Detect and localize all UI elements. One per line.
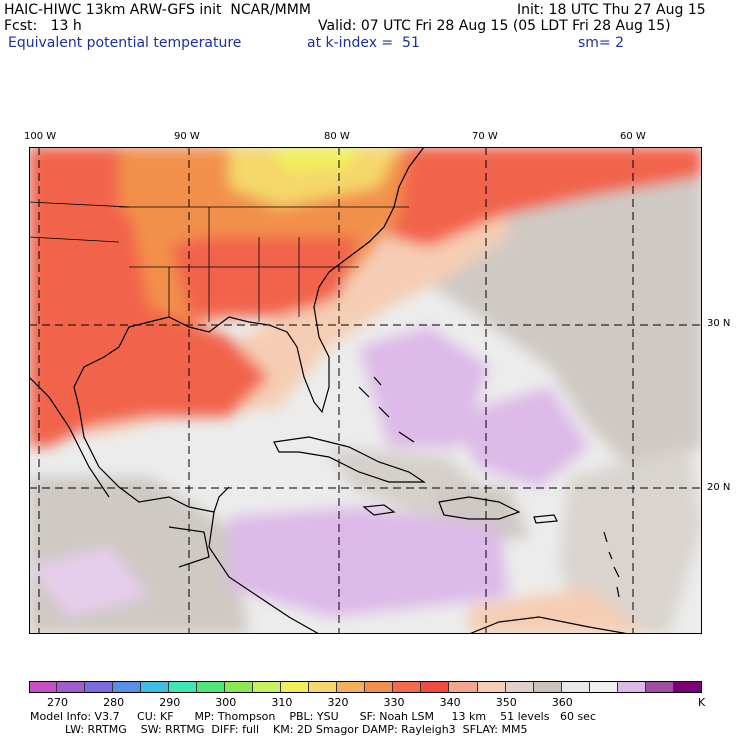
colorbar-swatch	[477, 681, 506, 693]
colorbar	[29, 681, 702, 693]
forecast-hour: Fcst: 13 h	[4, 18, 82, 34]
colorbar-swatch	[57, 681, 86, 693]
model-info-line1: Model Info: V3.7 CU: KF MP: Thompson PBL…	[30, 710, 596, 723]
colorbar-tick-label: 340	[439, 696, 461, 709]
lon-label-90w: 90 W	[174, 131, 200, 142]
colorbar-swatch	[113, 681, 142, 693]
colorbar-swatch	[169, 681, 198, 693]
colorbar-swatch	[533, 681, 562, 693]
colorbar-swatch	[449, 681, 478, 693]
colorbar-tick-label: 330	[383, 696, 405, 709]
init-time: Init: 18 UTC Thu 27 Aug 15	[517, 2, 706, 18]
colorbar-swatch	[589, 681, 618, 693]
plot-title: HAIC-HIWC 13km ARW-GFS init NCAR/MMM	[4, 2, 311, 18]
colorbar-swatch	[365, 681, 394, 693]
colorbar-swatch	[393, 681, 422, 693]
colorbar-swatch	[617, 681, 646, 693]
valid-time: Valid: 07 UTC Fri 28 Aug 15 (05 LDT Fri …	[318, 18, 671, 34]
smoothing: sm= 2	[578, 35, 625, 51]
colorbar-frame	[29, 681, 702, 693]
colorbar-tick-label: 360	[551, 696, 573, 709]
colorbar-swatch	[29, 681, 58, 693]
colorbar-swatch	[421, 681, 450, 693]
colorbar-tick-label: 300	[215, 696, 237, 709]
colorbar-tick-label: 290	[159, 696, 181, 709]
colorbar-tick-label: 350	[495, 696, 517, 709]
colorbar-unit: K	[698, 696, 706, 709]
colorbar-tick-label: 320	[327, 696, 349, 709]
colorbar-swatch	[197, 681, 226, 693]
lon-label-100w: 100 W	[24, 131, 57, 142]
colorbar-swatch	[225, 681, 254, 693]
colorbar-swatch	[253, 681, 282, 693]
lon-label-60w: 60 W	[620, 131, 646, 142]
colorbar-swatch	[561, 681, 590, 693]
level-index: at k-index = 51	[307, 35, 420, 51]
field-name: Equivalent potential temperature	[8, 35, 242, 51]
colorbar-swatch	[141, 681, 170, 693]
model-info-line2: LW: RRTMG SW: RRTMG DIFF: full KM: 2D Sm…	[30, 723, 528, 736]
colorbar-swatch	[281, 681, 310, 693]
lon-label-70w: 70 W	[472, 131, 498, 142]
lat-label-30n: 30 N	[707, 318, 731, 329]
colorbar-tick-label: 280	[103, 696, 125, 709]
lat-label-20n: 20 N	[707, 482, 731, 493]
colorbar-swatch	[309, 681, 338, 693]
colorbar-tick-label: 310	[271, 696, 293, 709]
colorbar-swatch	[85, 681, 114, 693]
colorbar-swatch	[337, 681, 366, 693]
colorbar-swatch	[645, 681, 674, 693]
colorbar-swatch	[505, 681, 534, 693]
theta-e-map	[29, 147, 702, 634]
colorbar-tick-label: 270	[47, 696, 69, 709]
lon-label-80w: 80 W	[324, 131, 350, 142]
